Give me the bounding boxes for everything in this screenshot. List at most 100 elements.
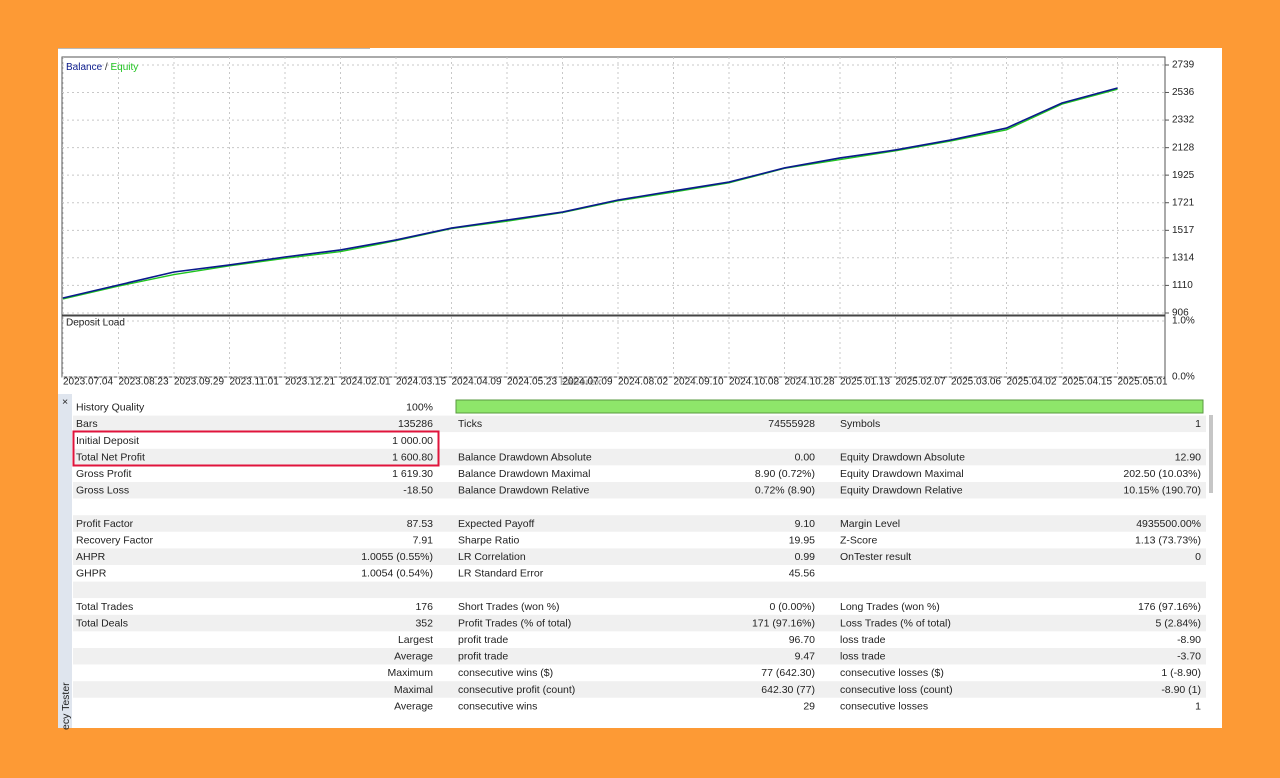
report-row [73, 482, 1206, 499]
metric-label: Sharpe Ratio [458, 534, 519, 546]
report-row [73, 515, 1206, 532]
x-tick-label: 2024.05.23 [507, 377, 557, 388]
metric-value: 1 [1195, 418, 1201, 430]
x-tick-label: 2024.10.28 [785, 377, 835, 388]
metric-value: 74555928 [768, 418, 815, 430]
report-table: History Quality 100% Bars 135286 Ticks 745559… [60, 376, 1206, 730]
report-row [73, 614, 1206, 632]
metric-value: 176 (97.16%) [1138, 601, 1201, 613]
report-row [73, 565, 1206, 582]
x-tick-label: 2024.03.15 [396, 377, 446, 388]
report-row [73, 664, 1206, 682]
highlight-box [72, 430, 440, 467]
subchart-title: Deposit Load [66, 318, 125, 329]
metric-value: -18.50 [403, 485, 433, 497]
series-line [62, 87, 1118, 299]
metric-label: Bars [76, 418, 98, 430]
metric-value: 1 [1195, 700, 1201, 712]
x-tick-label: 2024.08.02 [618, 377, 668, 388]
y-tick-label: 1314 [1172, 252, 1195, 263]
metric-label: Total Deals [76, 617, 128, 629]
metric-value: 19.95 [789, 534, 815, 546]
y-tick-label: 2128 [1172, 142, 1195, 153]
subchart-tick-label: 0.0% [1172, 372, 1195, 383]
metric-label: Long Trades (won %) [840, 601, 940, 613]
metric-value: 5 (2.84%) [1155, 617, 1201, 629]
metric-value: Maximal [394, 684, 433, 696]
metric-value: 352 [415, 617, 433, 629]
x-tick-label: 2024.07.09 [563, 377, 613, 388]
metric-value: Average [394, 700, 433, 712]
metric-label: Gross Loss [76, 485, 129, 497]
x-tick-label: 2023.07.04 [63, 377, 113, 388]
x-tick-label: 2024.02.01 [341, 377, 391, 388]
metric-value: 202.50 (10.03%) [1123, 468, 1201, 480]
metric-label: Expected Payoff [458, 518, 534, 530]
metric-label: loss trade [840, 651, 886, 663]
report-row [73, 415, 1206, 433]
metric-value: 45.56 [789, 568, 815, 580]
report-row [73, 648, 1206, 665]
metric-value: 9.10 [795, 518, 816, 530]
metric-label: Total Trades [76, 601, 133, 613]
metric-value: 10.15% (190.70) [1123, 485, 1201, 497]
metric-value: 9.47 [795, 651, 816, 663]
metric-value: 0.00 [795, 451, 816, 463]
metric-value: 1.0054 (0.54%) [361, 568, 433, 580]
metric-value: -8.90 (1) [1161, 684, 1201, 696]
report-row [73, 531, 1206, 549]
metric-label: consecutive wins ($) [458, 667, 553, 679]
x-tick-label: 2025.01.13 [840, 377, 890, 388]
metric-value: 1.13 (73.73%) [1135, 534, 1201, 546]
metric-value: 176 [415, 601, 433, 613]
metric-value: -3.70 [1177, 651, 1201, 663]
report-row [73, 498, 1206, 516]
close-button[interactable]: × [62, 396, 68, 408]
metric-label: Z-Score [840, 534, 878, 546]
report-row [73, 432, 1206, 449]
metric-label: loss trade [840, 634, 886, 646]
metric-label: History Quality [76, 402, 145, 414]
metric-value: 29 [803, 700, 815, 712]
y-tick-label: 2536 [1172, 87, 1195, 98]
y-tick-label: 2332 [1172, 115, 1195, 126]
metric-value: 642.30 (77) [761, 684, 815, 696]
report-row [73, 598, 1206, 615]
y-tick-label: 906 [1172, 308, 1189, 319]
plot-area [61, 56, 1166, 316]
metric-value: Maximum [387, 667, 433, 679]
metric-label: Profit Trades (% of total) [458, 617, 571, 629]
x-tick-label: 2025.04.02 [1007, 377, 1057, 388]
y-tick-label: 2739 [1172, 60, 1195, 71]
metric-label: GHPR [76, 568, 107, 580]
report-row [73, 465, 1206, 482]
metric-value: 0 (0.00%) [769, 601, 815, 613]
metric-label: Equity Drawdown Relative [840, 485, 963, 497]
metric-value: 0 [1195, 551, 1201, 563]
metric-label: LR Standard Error [458, 568, 544, 580]
metric-value: 1 (-8.90) [1161, 667, 1201, 679]
metric-value: 0.72% (8.90) [755, 485, 815, 497]
metric-value: 135286 [398, 418, 433, 430]
report-row [73, 548, 1206, 565]
x-tick-label: 2025.02.07 [896, 377, 946, 388]
metric-label: Loss Trades (% of total) [840, 617, 951, 629]
metric-label: consecutive losses ($) [840, 667, 944, 679]
history-quality-bar [455, 399, 1204, 414]
metric-value: 8.90 (0.72%) [755, 468, 815, 480]
metric-label: Recovery Factor [76, 534, 154, 546]
metric-value: 87.53 [407, 518, 433, 530]
metric-value: 100% [406, 402, 433, 414]
side-tab-label[interactable]: ecy Tester [60, 682, 72, 730]
metric-label: profit trade [458, 651, 508, 663]
x-tick-label: 2025.05.01 [1118, 377, 1168, 388]
y-tick-label: 1721 [1172, 197, 1195, 208]
metric-label: consecutive loss (count) [840, 684, 953, 696]
report-row [73, 581, 1206, 599]
metric-label: OnTester result [840, 551, 911, 563]
metric-value: 7.91 [413, 534, 434, 546]
report-row [73, 448, 1206, 466]
metric-label: Balance Drawdown Relative [458, 485, 589, 497]
